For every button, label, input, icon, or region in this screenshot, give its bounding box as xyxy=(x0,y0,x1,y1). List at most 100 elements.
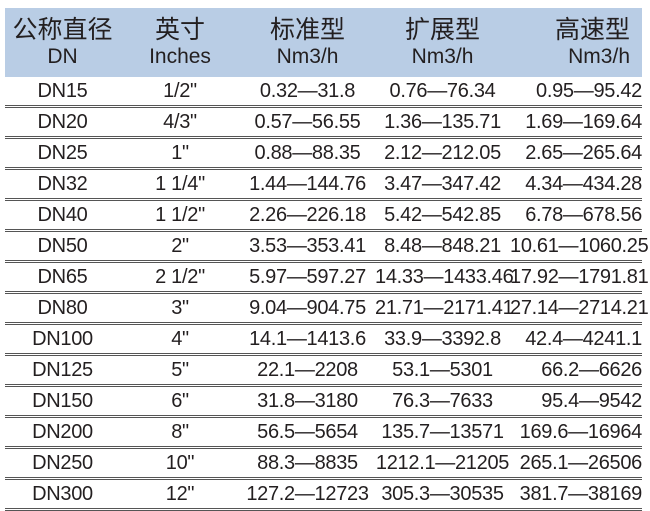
cell-dn: DN32 xyxy=(37,172,88,195)
cell-highspeed: 95.4—9542 xyxy=(541,389,642,412)
header-en: Nm3/h xyxy=(276,44,339,68)
cell-dn: DN100 xyxy=(32,327,93,350)
cell-inches: 2" xyxy=(171,234,189,257)
header-standard: 标准型 Nm3/h xyxy=(240,8,375,77)
cell-standard: 31.8—3180 xyxy=(257,389,358,412)
cell-highspeed: 42.4—4241.1 xyxy=(525,327,642,350)
cell-extended: 14.33—1433.46 xyxy=(375,265,514,288)
header-zh: 英寸 xyxy=(154,14,205,44)
header-zh: 高速型 xyxy=(554,14,630,44)
cell-standard: 0.88—88.35 xyxy=(254,141,361,164)
table-header: 公称直径 DN 英寸 Inches 标准型 Nm3/h 扩展型 Nm3/h 高速型 Nm3… xyxy=(5,8,642,77)
cell-dn: DN65 xyxy=(37,265,88,288)
cell-inches: 1 1/2" xyxy=(155,203,205,226)
header-en: Nm3/h xyxy=(411,44,474,68)
cell-extended: 53.1—5301 xyxy=(392,358,493,381)
cell-extended: 76.3—7633 xyxy=(392,389,493,412)
table-row: DN150 6" 31.8—3180 76.3—7633 95.4—9542 xyxy=(5,387,642,418)
cell-highspeed: 2.65—265.64 xyxy=(525,141,642,164)
header-en: DN xyxy=(47,44,78,68)
flow-range-table: 公称直径 DN 英寸 Inches 标准型 Nm3/h 扩展型 Nm3/h 高速型 Nm3… xyxy=(5,8,649,511)
table-body: DN15 1/2" 0.32—31.8 0.76—76.34 0.95—95.42 DN2… xyxy=(5,77,649,511)
cell-dn: DN15 xyxy=(37,79,88,102)
cell-standard: 56.5—5654 xyxy=(257,420,358,443)
cell-highspeed: 17.92—1791.81 xyxy=(510,265,649,288)
table-row: DN20 4/3" 0.57—56.55 1.36—135.71 1.69—169.64 xyxy=(5,108,642,139)
cell-standard: 14.1—1413.6 xyxy=(249,327,366,350)
cell-standard: 88.3—8835 xyxy=(257,451,358,474)
cell-dn: DN200 xyxy=(32,420,93,443)
cell-inches: 6" xyxy=(171,389,189,412)
cell-standard: 5.97—597.27 xyxy=(249,265,366,288)
cell-standard: 127.2—12723 xyxy=(246,482,369,505)
cell-dn: DN250 xyxy=(32,451,93,474)
table-row: DN100 4" 14.1—1413.6 33.9—3392.8 42.4—4241.1 xyxy=(5,325,642,356)
cell-inches: 1 1/4" xyxy=(155,172,205,195)
header-en: Nm3/h xyxy=(568,44,630,68)
cell-extended: 33.9—3392.8 xyxy=(384,327,501,350)
table-row: DN15 1/2" 0.32—31.8 0.76—76.34 0.95—95.42 xyxy=(5,77,642,108)
cell-extended: 305.3—30535 xyxy=(381,482,504,505)
cell-highspeed: 169.6—16964 xyxy=(519,420,643,443)
cell-inches: 1/2" xyxy=(163,79,197,102)
cell-inches: 12" xyxy=(165,482,195,505)
table-row: DN32 1 1/4" 1.44—144.76 3.47—347.42 4.34—434… xyxy=(5,170,642,201)
cell-dn: DN25 xyxy=(37,141,88,164)
cell-highspeed: 0.95—95.42 xyxy=(536,79,642,102)
cell-inches: 4/3" xyxy=(163,110,197,133)
cell-extended: 8.48—848.21 xyxy=(384,234,501,257)
cell-standard: 9.04—904.75 xyxy=(249,296,366,319)
table-row: DN40 1 1/2" 2.26—226.18 5.42—542.85 6.78—678… xyxy=(5,201,642,232)
table-row: DN65 2 1/2" 5.97—597.27 14.33—1433.46 17.92—… xyxy=(5,263,649,294)
cell-extended: 21.71—2171.41 xyxy=(375,296,514,319)
table-row: DN80 3" 9.04—904.75 21.71—2171.41 27.14—2714… xyxy=(5,294,649,325)
header-zh: 扩展型 xyxy=(404,14,480,44)
cell-inches: 4" xyxy=(171,327,189,350)
cell-dn: DN80 xyxy=(37,296,88,319)
cell-extended: 1.36—135.71 xyxy=(384,110,501,133)
cell-highspeed: 381.7—38169 xyxy=(519,482,643,505)
cell-highspeed: 10.61—1060.25 xyxy=(510,234,649,257)
cell-highspeed: 1.69—169.64 xyxy=(525,110,642,133)
cell-dn: DN40 xyxy=(37,203,88,226)
cell-dn: DN300 xyxy=(32,482,93,505)
cell-standard: 1.44—144.76 xyxy=(249,172,366,195)
cell-extended: 135.7—13571 xyxy=(381,420,504,443)
cell-dn: DN20 xyxy=(37,110,88,133)
cell-standard: 22.1—2208 xyxy=(257,358,358,381)
header-en: Inches xyxy=(149,44,211,68)
header-zh: 公称直径 xyxy=(12,14,113,44)
table-row: DN250 10" 88.3—8835 1212.1—21205 265.1—26506 xyxy=(5,449,642,480)
cell-inches: 3" xyxy=(171,296,189,319)
cell-inches: 2 1/2" xyxy=(155,265,205,288)
cell-standard: 3.53—353.41 xyxy=(249,234,366,257)
cell-highspeed: 4.34—434.28 xyxy=(525,172,642,195)
cell-inches: 10" xyxy=(165,451,195,474)
header-inches: 英寸 Inches xyxy=(120,8,240,77)
cell-dn: DN125 xyxy=(32,358,93,381)
cell-highspeed: 66.2—6626 xyxy=(541,358,642,381)
cell-extended: 0.76—76.34 xyxy=(389,79,496,102)
cell-inches: 1" xyxy=(171,141,189,164)
header-highspeed: 高速型 Nm3/h xyxy=(510,8,642,77)
cell-extended: 5.42—542.85 xyxy=(384,203,501,226)
cell-standard: 2.26—226.18 xyxy=(249,203,366,226)
cell-highspeed: 265.1—26506 xyxy=(519,451,643,474)
cell-extended: 3.47—347.42 xyxy=(384,172,501,195)
cell-highspeed: 6.78—678.56 xyxy=(525,203,642,226)
cell-dn: DN50 xyxy=(37,234,88,257)
header-extended: 扩展型 Nm3/h xyxy=(375,8,510,77)
table-row: DN25 1" 0.88—88.35 2.12—212.05 2.65—265.64 xyxy=(5,139,642,170)
cell-inches: 5" xyxy=(171,358,189,381)
cell-standard: 0.32—31.8 xyxy=(259,79,356,102)
cell-standard: 0.57—56.55 xyxy=(254,110,361,133)
header-dn: 公称直径 DN xyxy=(5,8,120,77)
table-row: DN125 5" 22.1—2208 53.1—5301 66.2—6626 xyxy=(5,356,642,387)
table-row: DN50 2" 3.53—353.41 8.48—848.21 10.61—1060.2… xyxy=(5,232,649,263)
table-row: DN200 8" 56.5—5654 135.7—13571 169.6—16964 xyxy=(5,418,642,449)
header-zh: 标准型 xyxy=(269,14,345,44)
cell-dn: DN150 xyxy=(32,389,93,412)
table-row: DN300 12" 127.2—12723 305.3—30535 381.7—3816… xyxy=(5,480,642,511)
cell-extended: 2.12—212.05 xyxy=(384,141,501,164)
cell-inches: 8" xyxy=(171,420,189,443)
